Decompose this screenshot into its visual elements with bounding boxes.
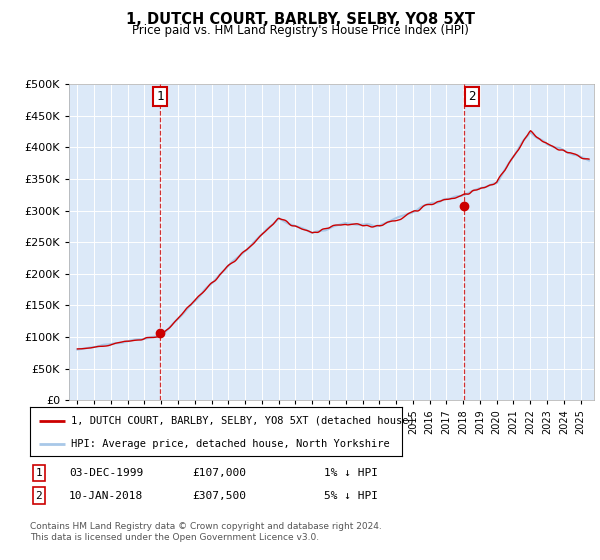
Text: HPI: Average price, detached house, North Yorkshire: HPI: Average price, detached house, Nort… <box>71 439 389 449</box>
Text: 1% ↓ HPI: 1% ↓ HPI <box>324 468 378 478</box>
Text: 5% ↓ HPI: 5% ↓ HPI <box>324 491 378 501</box>
Text: 2: 2 <box>35 491 43 501</box>
Text: 2: 2 <box>469 90 476 103</box>
Text: 10-JAN-2018: 10-JAN-2018 <box>69 491 143 501</box>
Text: Contains HM Land Registry data © Crown copyright and database right 2024.: Contains HM Land Registry data © Crown c… <box>30 522 382 531</box>
Text: £107,000: £107,000 <box>192 468 246 478</box>
Text: 1, DUTCH COURT, BARLBY, SELBY, YO8 5XT: 1, DUTCH COURT, BARLBY, SELBY, YO8 5XT <box>125 12 475 27</box>
Text: 1, DUTCH COURT, BARLBY, SELBY, YO8 5XT (detached house): 1, DUTCH COURT, BARLBY, SELBY, YO8 5XT (… <box>71 416 415 426</box>
Text: 1: 1 <box>35 468 43 478</box>
Text: This data is licensed under the Open Government Licence v3.0.: This data is licensed under the Open Gov… <box>30 533 319 542</box>
Text: 1: 1 <box>156 90 164 103</box>
Text: Price paid vs. HM Land Registry's House Price Index (HPI): Price paid vs. HM Land Registry's House … <box>131 24 469 36</box>
Text: £307,500: £307,500 <box>192 491 246 501</box>
Text: 03-DEC-1999: 03-DEC-1999 <box>69 468 143 478</box>
